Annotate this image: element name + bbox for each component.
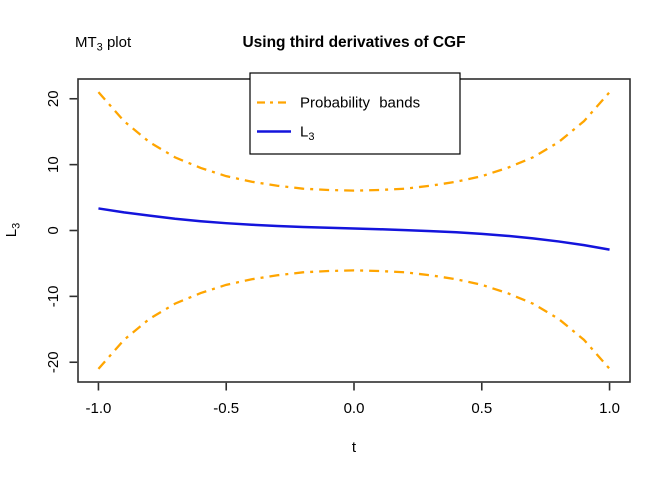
y-tick-label: 10 [45,156,62,173]
plot-title: Using third derivatives of CGF [242,34,465,51]
probability-band-upper-line [97,91,611,192]
legend-box [249,72,461,155]
x-tick-label: 1.0 [599,400,620,417]
y-axis-label: L3 [3,223,23,237]
legend: Probability bands L3 [249,72,461,155]
y-tick-label: 0 [45,226,62,234]
x-tick-label: -0.5 [213,400,239,417]
x-axis-ticks: -1.0 -0.5 0.0 0.5 1.0 [86,382,620,417]
x-tick-label: 0.5 [471,400,492,417]
legend-label-l3: L3 [300,124,314,144]
x-axis-label: t [352,439,357,456]
l3-line [98,207,610,251]
y-axis-ticks: 20 10 0 -10 -20 [45,90,78,373]
x-tick-label: -1.0 [86,400,112,417]
y-tick-label: 20 [45,90,62,107]
y-tick-label: -20 [45,351,62,373]
x-tick-label: 0.0 [344,400,365,417]
legend-label-probability-bands: Probability bands [300,95,420,112]
probability-band-lower-line [97,269,611,370]
y-tick-label: -10 [45,286,62,308]
corner-label: MT3 plot [75,34,132,54]
